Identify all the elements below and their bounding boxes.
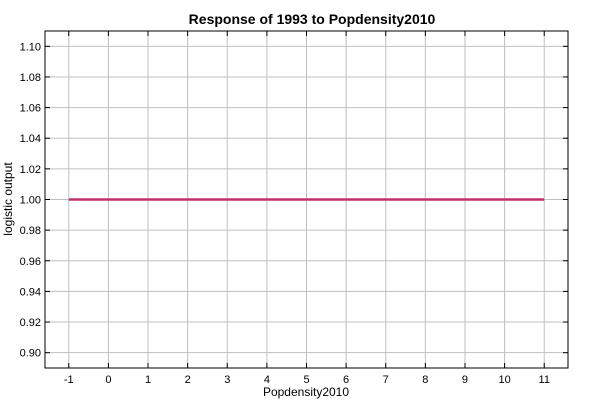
y-tick-label: 0.98 — [20, 225, 41, 237]
y-tick-label: 1.00 — [20, 195, 41, 207]
ticks — [45, 31, 568, 368]
y-axis-label: logistic output — [1, 162, 15, 236]
x-tick-label: 9 — [462, 374, 468, 386]
x-tick-label: 3 — [224, 374, 230, 386]
x-tick-label: 7 — [383, 374, 389, 386]
y-tick-label: 1.02 — [20, 164, 41, 176]
plot-frame — [44, 30, 569, 369]
y-tick-label: 1.06 — [20, 103, 41, 115]
x-tick-label: 6 — [343, 374, 349, 386]
x-tick-label: 5 — [303, 374, 309, 386]
y-tick-label: 0.90 — [20, 348, 41, 360]
y-tick-label: 0.92 — [20, 317, 41, 329]
x-tick-label: 4 — [264, 374, 270, 386]
y-tick-label: 1.04 — [20, 133, 41, 145]
x-tick-label: 2 — [185, 374, 191, 386]
y-tick-label: 0.96 — [20, 256, 41, 268]
y-tick-label: 1.10 — [20, 41, 41, 53]
y-tick-label: 0.94 — [20, 286, 41, 298]
x-tick-label: 11 — [539, 374, 550, 386]
x-tick-label: 10 — [498, 374, 510, 386]
y-tick-label: 1.08 — [20, 72, 41, 84]
tick-labels: -1 0 1 2 3 4 5 6 7 8 9 10 11 0.90 0.92 0.94 0.96 0.98 1.00… — [20, 41, 550, 386]
x-axis-label: Popdensity2010 — [263, 385, 349, 399]
x-tick-label: 8 — [422, 374, 428, 386]
x-tick-label: -1 — [64, 374, 74, 386]
x-tick-label: 0 — [105, 374, 111, 386]
chart-title: Response of 1993 to Popdensity2010 — [189, 11, 436, 27]
x-tick-label: 1 — [145, 374, 151, 386]
